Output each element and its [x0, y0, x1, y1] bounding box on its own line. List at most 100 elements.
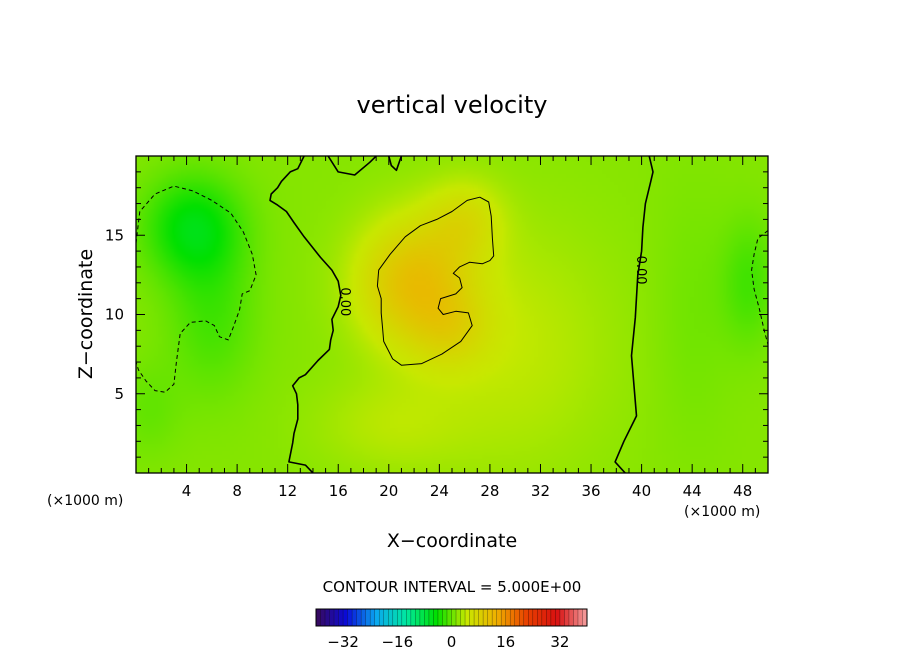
- colorbar-cell: [343, 609, 348, 626]
- axis-ticks: [136, 156, 768, 473]
- colorbar-tick-label: 32: [550, 633, 569, 651]
- colorbar-cell: [383, 609, 389, 626]
- colorbar-cell: [325, 609, 330, 626]
- contour-line: [136, 185, 257, 393]
- x-unit-right: (×1000 m): [684, 504, 760, 520]
- contour-line: [614, 156, 654, 473]
- y-tick-label: 15: [105, 226, 124, 244]
- colorbar-cell: [392, 609, 398, 626]
- x-tick-label: 44: [683, 482, 702, 500]
- colorbar-cell: [365, 609, 371, 626]
- colorbar-cell: [334, 609, 339, 626]
- contour-line: [269, 156, 342, 473]
- colorbar-cell: [528, 609, 533, 626]
- colorbar-cell: [550, 609, 556, 626]
- colorbar-cell: [541, 609, 547, 626]
- colorbar-cell: [442, 609, 448, 626]
- colorbar-cell: [577, 609, 583, 626]
- colorbar-cell: [559, 609, 565, 626]
- colorbar-tick-label: 16: [496, 633, 515, 651]
- colorbar-cell: [546, 609, 552, 626]
- colorbar-cell: [537, 609, 543, 626]
- x-tick-label: 20: [379, 482, 398, 500]
- plot-area: 0.00 0.00: [135, 155, 769, 474]
- y-axis-label: Z−coordinate: [75, 249, 97, 379]
- colorbar-cell: [397, 609, 403, 626]
- colorbar-cell: [451, 609, 457, 626]
- colorbar-cell: [446, 609, 452, 626]
- colorbar-cell: [456, 609, 461, 626]
- contour-lines: [136, 156, 768, 473]
- colorbar-cell: [370, 609, 375, 626]
- contour-line: [327, 156, 377, 176]
- colorbar-cell: [415, 609, 421, 626]
- colorbar-cell: [483, 609, 488, 626]
- colorbar-cell: [410, 609, 416, 626]
- colorbar-cell: [320, 609, 326, 626]
- x-tick-label: 24: [430, 482, 449, 500]
- x-tick-labels: 4 8 12 16 20 24 28 32 36 40 44 48: [182, 482, 752, 500]
- x-tick-label: 12: [278, 482, 297, 500]
- colorbar-cell: [356, 609, 362, 626]
- colorbar: [315, 608, 588, 627]
- x-tick-label: 4: [182, 482, 192, 500]
- x-tick-label: 48: [733, 482, 752, 500]
- colorbar-cell: [510, 609, 515, 626]
- colorbar-cell: [523, 609, 529, 626]
- colorbar-cell: [568, 609, 574, 626]
- colorbar-cell: [316, 609, 321, 626]
- colorbar-cell: [505, 609, 511, 626]
- colorbar-cell: [406, 609, 412, 626]
- colorbar-cell: [496, 609, 502, 626]
- colorbar-cell: [352, 609, 357, 626]
- colorbar-tick-label: −16: [381, 633, 413, 651]
- x-unit-left: (×1000 m): [47, 493, 123, 509]
- y-tick-labels: 5 10 15: [105, 226, 124, 403]
- colorbar-tick-label: −32: [327, 633, 359, 651]
- colorbar-cell: [437, 609, 443, 626]
- colorbar-cell: [465, 609, 470, 626]
- contour-label: 0.00: [633, 256, 648, 285]
- colorbar-cell: [374, 609, 380, 626]
- colorbar-cell: [379, 609, 384, 626]
- y-tick-label: 10: [105, 306, 124, 324]
- x-tick-label: 16: [329, 482, 348, 500]
- contour-labels: 0.00 0.00: [337, 256, 648, 317]
- x-tick-label: 36: [581, 482, 600, 500]
- contour-line: [388, 156, 403, 172]
- colorbar-cell: [460, 609, 466, 626]
- colorbar-cell: [428, 609, 434, 626]
- colorbar-cell: [329, 609, 335, 626]
- colorbar-cell: [501, 609, 506, 626]
- colorbar-cell: [469, 609, 475, 626]
- contour-interval-text: CONTOUR INTERVAL = 5.000E+00: [323, 578, 582, 596]
- colorbar-cell: [564, 609, 570, 626]
- colorbar-cell: [519, 609, 524, 626]
- colorbar-cell: [419, 609, 425, 626]
- x-axis-label: X−coordinate: [387, 530, 517, 552]
- x-tick-label: 8: [232, 482, 242, 500]
- colorbar-cell: [487, 609, 493, 626]
- y-tick-label: 5: [114, 385, 124, 403]
- colorbar-frame: [315, 608, 588, 627]
- colorbar-cell: [555, 609, 561, 626]
- colorbar-tick-labels: −32 −16 0 16 32: [327, 633, 569, 651]
- chart-title: vertical velocity: [357, 91, 548, 119]
- colorbar-cell: [401, 609, 407, 626]
- velocity-field: [136, 156, 768, 473]
- colorbar-cell: [338, 609, 344, 626]
- colorbar-cell: [492, 609, 497, 626]
- colorbar-cell: [573, 609, 579, 626]
- colorbar-cell: [347, 609, 353, 626]
- colorbar-cell: [361, 609, 366, 626]
- contour-line: [376, 196, 495, 366]
- colorbar-tick-label: 0: [447, 633, 457, 651]
- x-tick-label: 28: [480, 482, 499, 500]
- colorbar-cell: [424, 609, 430, 626]
- colorbar-cell: [532, 609, 538, 626]
- contour-line: [751, 230, 768, 345]
- colorbar-cell: [433, 609, 439, 626]
- colorbar-cell: [388, 609, 393, 626]
- contour-label: 0.00: [337, 287, 352, 316]
